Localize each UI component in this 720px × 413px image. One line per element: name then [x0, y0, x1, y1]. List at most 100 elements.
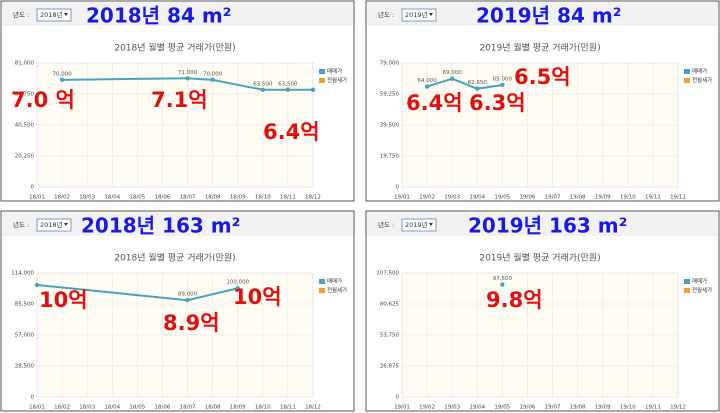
year-select-value[interactable]: 2018년 — [40, 220, 63, 229]
x-tick-label: 18/12 — [305, 405, 321, 411]
data-point — [500, 282, 505, 287]
legend-swatch — [319, 69, 325, 74]
value-label: 97,500 — [493, 276, 513, 282]
data-point — [500, 82, 505, 88]
data-point — [235, 286, 240, 291]
x-tick-label: 18/05 — [129, 195, 145, 201]
data-point — [59, 77, 65, 83]
legend-swatch — [684, 288, 690, 293]
data-point — [475, 86, 480, 91]
value-label: 70,000 — [203, 71, 223, 77]
legend-swatch — [319, 288, 325, 293]
data-point — [210, 77, 215, 83]
x-tick-label: 19/02 — [419, 195, 435, 201]
annotation: 6.3억 — [469, 91, 526, 115]
value-label: 71,000 — [178, 70, 198, 76]
x-tick-label: 18/04 — [104, 405, 120, 411]
y-tick-label: 40,500 — [15, 123, 35, 129]
value-label: 100,000 — [226, 280, 249, 286]
x-tick-label: 19/11 — [645, 195, 661, 201]
year-select[interactable] — [36, 8, 72, 22]
chart-title: 2018년 월별 평균 거래가(만원) — [114, 42, 235, 54]
value-label: 69,000 — [443, 70, 463, 76]
headline: 2018년 84 m² — [86, 4, 231, 28]
selector-label: 년도 : — [13, 10, 29, 19]
y-tick-label: 19,750 — [380, 154, 400, 160]
x-tick-label: 19/03 — [444, 195, 460, 201]
x-tick-label: 18/06 — [155, 195, 171, 201]
y-tick-label: 0 — [396, 185, 400, 191]
x-tick-label: 18/09 — [230, 405, 246, 411]
x-tick-label: 19/09 — [595, 195, 611, 201]
x-tick-label: 18/05 — [129, 405, 145, 411]
annotation: 10억 — [39, 288, 88, 312]
x-tick-label: 19/12 — [670, 405, 686, 411]
x-tick-label: 18/08 — [205, 405, 221, 411]
y-tick-label: 0 — [31, 185, 35, 191]
year-select[interactable] — [36, 218, 72, 232]
data-point — [185, 76, 190, 81]
legend-label: 매매가 — [692, 67, 707, 75]
legend-label: 매매가 — [692, 277, 707, 285]
x-tick-label: 19/02 — [419, 405, 435, 411]
x-tick-label: 18/04 — [104, 195, 120, 201]
year-select[interactable] — [401, 8, 437, 22]
y-tick-label: 0 — [31, 395, 35, 401]
x-tick-label: 18/02 — [54, 405, 70, 411]
year-select[interactable] — [401, 218, 437, 232]
x-tick-label: 19/12 — [670, 195, 686, 201]
x-tick-label: 18/12 — [305, 195, 321, 201]
x-tick-label: 19/10 — [620, 195, 636, 201]
selector-label: 년도 : — [378, 220, 394, 229]
x-tick-label: 19/01 — [394, 405, 410, 411]
chart-panel: 년도 : 2019년 2019년 163 m² 2019년 월별 평균 거래가(만원)… — [365, 210, 720, 412]
x-tick-label: 19/05 — [494, 195, 510, 201]
x-tick-label: 18/10 — [255, 405, 271, 411]
x-tick-label: 18/07 — [180, 195, 196, 201]
annotation: 6.5억 — [514, 65, 571, 89]
value-label: 63,500 — [253, 81, 273, 87]
x-tick-label: 19/01 — [394, 195, 410, 201]
select-arrow — [429, 223, 433, 226]
y-tick-label: 81,000 — [15, 61, 35, 67]
y-tick-label: 39,500 — [380, 123, 400, 129]
y-tick-label: 60,750 — [15, 92, 35, 98]
data-point — [285, 87, 291, 92]
data-point — [310, 87, 316, 92]
value-label: 64,000 — [417, 78, 437, 84]
data-point — [185, 297, 190, 303]
x-tick-label: 18/07 — [180, 405, 196, 411]
x-tick-label: 19/08 — [570, 405, 586, 411]
chart-panel: 년도 : 2018년 2018년 163 m² 2018년 월별 평균 거래가(만원)… — [0, 210, 355, 412]
year-select-value[interactable]: 2018년 — [40, 10, 63, 19]
legend-label: 전월세가 — [692, 76, 712, 84]
data-point — [449, 76, 455, 81]
chart-panel: 년도 : 2018년 2018년 84 m² 2018년 월별 평균 거래가(만원) 1… — [0, 0, 355, 202]
annotation: 7.0 억 — [11, 88, 75, 112]
headline: 2019년 84 m² — [476, 4, 621, 28]
x-tick-label: 19/11 — [645, 405, 661, 411]
year-select-value[interactable]: 2019년 — [405, 220, 428, 229]
value-label: 63,500 — [278, 81, 298, 87]
x-tick-label: 18/08 — [205, 195, 221, 201]
year-select-value[interactable]: 2019년 — [405, 10, 428, 19]
selector-label: 년도 : — [378, 10, 394, 19]
x-tick-label: 19/04 — [469, 195, 485, 201]
series-line — [426, 77, 503, 90]
y-tick-label: 53,750 — [380, 333, 400, 339]
chart-title: 2018년 월별 평균 거래가(만원) — [114, 252, 235, 264]
annotation: 7.1억 — [151, 88, 208, 112]
x-tick-label: 18/03 — [79, 195, 95, 201]
y-tick-label: 0 — [396, 395, 400, 401]
x-tick-label: 18/02 — [54, 195, 70, 201]
x-tick-label: 19/03 — [444, 405, 460, 411]
y-tick-label: 107,500 — [376, 271, 399, 277]
x-tick-label: 18/11 — [280, 195, 296, 201]
x-tick-label: 19/08 — [570, 195, 586, 201]
chart-panel: 년도 : 2019년 2019년 84 m² 2019년 월별 평균 거래가(만원) 1… — [365, 0, 720, 202]
data-point — [424, 84, 430, 89]
y-tick-label: 20,250 — [15, 154, 35, 160]
x-tick-label: 19/04 — [469, 405, 485, 411]
value-label: 70,000 — [52, 71, 72, 77]
